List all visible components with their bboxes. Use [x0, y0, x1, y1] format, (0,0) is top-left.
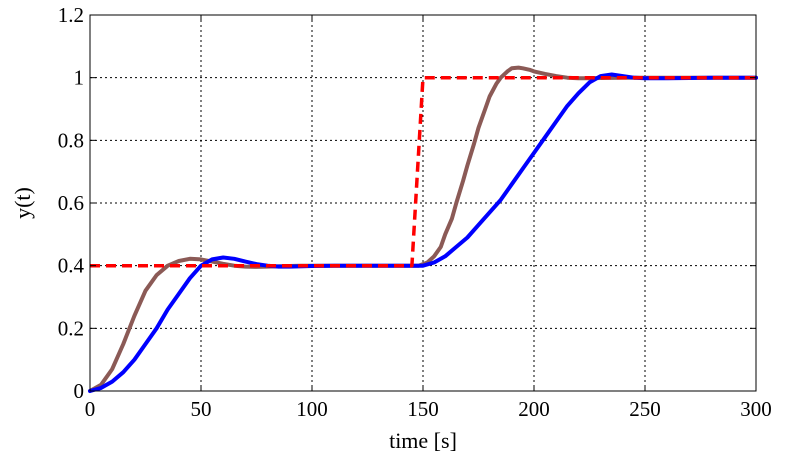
tick-marks — [89, 14, 757, 392]
x-tick-label: 150 — [407, 397, 439, 421]
x-axis-label: time [s] — [389, 428, 457, 453]
series-layer — [88, 65, 758, 393]
x-tick-label: 50 — [191, 397, 212, 421]
y-tick-label: 0.8 — [58, 128, 84, 152]
series-line-1 — [88, 65, 758, 393]
y-tick-label: 1.2 — [58, 3, 84, 27]
x-tick-label: 250 — [629, 397, 661, 421]
x-tick-label: 200 — [518, 397, 550, 421]
x-tick-labels: 0 50 100 150 200 250 300 — [85, 397, 772, 421]
y-tick-label: 0.6 — [58, 191, 84, 215]
series-line-3 — [90, 75, 756, 268]
y-tick-label: 1 — [74, 66, 85, 90]
x-tick-label: 300 — [740, 397, 772, 421]
y-tick-labels: 0 0.2 0.4 0.6 0.8 1 1.2 — [58, 3, 85, 403]
x-tick-label: 100 — [296, 397, 328, 421]
y-tick-label: 0.4 — [58, 254, 85, 278]
x-tick-label: 0 — [85, 397, 96, 421]
y-axis-label: y(t) — [10, 187, 35, 219]
y-tick-label: 0 — [74, 379, 85, 403]
y-tick-label: 0.2 — [58, 316, 84, 340]
